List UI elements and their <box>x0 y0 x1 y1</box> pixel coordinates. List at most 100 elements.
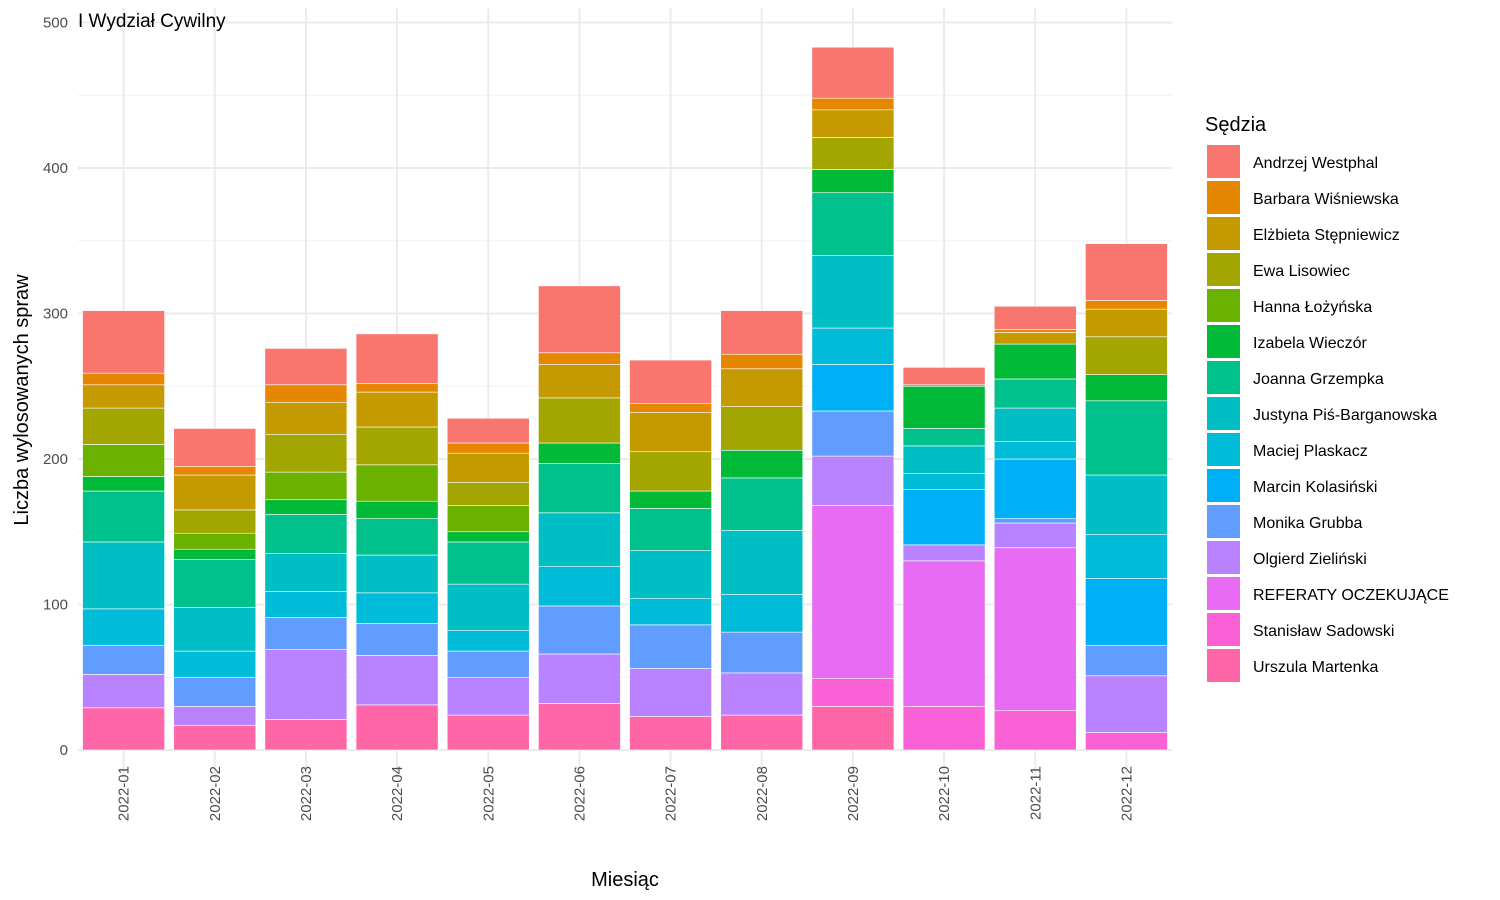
bar-segment <box>811 678 895 707</box>
bar-segment <box>82 490 165 543</box>
bar-segment <box>902 544 986 562</box>
bar-segment <box>1085 644 1168 677</box>
bar-segment <box>902 489 986 546</box>
bar-segment <box>629 598 712 626</box>
x-tick-label: 2022-08 <box>754 766 771 821</box>
bar-segment <box>82 407 165 445</box>
legend-label: Ewa Lisowiec <box>1253 263 1350 280</box>
bar-segment <box>173 559 257 608</box>
legend-label: Marcin Kolasiński <box>1253 479 1377 496</box>
bar-segment <box>811 97 895 111</box>
bar-segment <box>355 554 439 594</box>
legend-key <box>1207 469 1240 502</box>
bar-segment <box>720 714 804 751</box>
bar-segment <box>720 594 804 633</box>
x-tick-label: 2022-12 <box>1118 766 1135 821</box>
bar-segment <box>355 704 439 751</box>
bar-segment <box>993 458 1077 519</box>
bar-segment <box>264 384 348 403</box>
bar-segment <box>82 384 165 409</box>
bar-segment <box>82 372 165 386</box>
bar-segment <box>355 383 439 393</box>
bar-segment <box>446 505 530 533</box>
bar-segment <box>993 522 1077 549</box>
bar-segment <box>173 706 257 726</box>
bar-segment <box>82 707 165 751</box>
legend-key <box>1207 505 1240 538</box>
bar-segment <box>993 332 1077 345</box>
y-axis-ticks: 0 100 200 300 400 500 <box>43 15 68 760</box>
bar-segment <box>355 464 439 502</box>
bar-segment <box>82 310 165 374</box>
bar-segment <box>1085 300 1168 310</box>
bar-segment <box>264 401 348 435</box>
bar-segment <box>993 305 1077 330</box>
y-tick-label: 0 <box>60 742 68 759</box>
bar-segment <box>902 560 986 707</box>
bar-segment <box>1085 474 1168 535</box>
bar-segment <box>82 644 165 675</box>
legend-key <box>1207 613 1240 646</box>
bar-segment <box>264 433 348 473</box>
bar-segment <box>629 550 712 599</box>
bar-segment <box>446 676 530 716</box>
bar-segment <box>264 471 348 501</box>
bar-segment <box>264 719 348 751</box>
bar-segment <box>538 653 621 704</box>
legend-key <box>1207 433 1240 466</box>
legend-key <box>1207 361 1240 394</box>
bar-segment <box>173 428 257 467</box>
bar-segment <box>902 473 986 490</box>
legend-label: Hanna Łożyńska <box>1253 299 1372 316</box>
bar-segment <box>82 444 165 477</box>
legend-key <box>1207 397 1240 430</box>
y-tick-label: 300 <box>43 306 68 323</box>
legend-key <box>1207 145 1240 178</box>
bar-segment <box>1085 675 1168 733</box>
bar-segment <box>629 624 712 669</box>
bar-segment <box>355 500 439 519</box>
legend-title: Sędzia <box>1205 114 1267 136</box>
x-tick-label: 2022-09 <box>845 766 862 821</box>
bar-segment <box>1085 243 1168 301</box>
bar-segment <box>902 706 986 751</box>
bar-segment <box>811 327 895 365</box>
bar-segment <box>538 703 621 751</box>
bar-segment <box>720 529 804 595</box>
y-tick-label: 500 <box>43 15 68 32</box>
bar-segment <box>446 714 530 751</box>
x-tick-label: 2022-11 <box>1027 766 1044 820</box>
legend-label: Stanisław Sadowski <box>1253 623 1394 640</box>
bar-segment <box>811 46 895 99</box>
bar-segment <box>538 364 621 399</box>
legend-label: Izabela Wieczór <box>1253 335 1367 352</box>
legend-key <box>1207 541 1240 574</box>
legend-key <box>1207 181 1240 214</box>
bar-segment <box>720 631 804 674</box>
bar-segment <box>993 710 1077 751</box>
bars <box>82 46 1168 751</box>
bar-segment <box>1085 578 1168 646</box>
bar-segment <box>538 605 621 655</box>
bar-segment <box>811 505 895 680</box>
bar-segment <box>629 716 712 751</box>
bar-segment <box>720 672 804 716</box>
bar-segment <box>902 367 986 386</box>
bar-segment <box>720 406 804 451</box>
bar-segment <box>720 368 804 407</box>
bar-segment <box>446 650 530 678</box>
bar-segment <box>811 109 895 138</box>
bar-segment <box>811 410 895 457</box>
bar-segment <box>1085 374 1168 402</box>
legend-label: REFERATY OCZEKUJĄCE <box>1253 587 1449 604</box>
bar-segment <box>82 541 165 610</box>
legend-label: Andrzej Westphal <box>1253 155 1378 172</box>
bar-segment <box>993 378 1077 409</box>
bar-segment <box>264 499 348 515</box>
bar-segment <box>82 476 165 492</box>
x-axis-ticks: 2022-01 2022-02 2022-03 2022-04 2022-05 2022-… <box>116 766 1136 821</box>
bar-segment <box>446 583 530 631</box>
bar-segment <box>629 508 712 551</box>
x-tick-label: 2022-10 <box>936 766 953 821</box>
